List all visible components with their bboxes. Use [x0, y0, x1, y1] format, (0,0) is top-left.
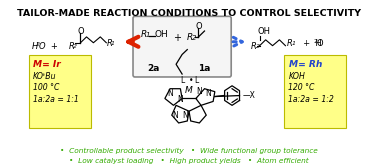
Text: 2: 2 [36, 42, 40, 47]
Text: 2: 2 [313, 39, 317, 44]
Text: 2: 2 [73, 44, 77, 49]
Text: 1a:2a = 1:2: 1a:2a = 1:2 [288, 95, 334, 104]
Text: 2a: 2a [147, 64, 160, 73]
Text: O: O [316, 39, 323, 48]
Text: TAILOR-MADE REACTION CONDITIONS TO CONTROL SELECTIVITY: TAILOR-MADE REACTION CONDITIONS TO CONTR… [17, 8, 361, 18]
Text: •: • [189, 76, 193, 85]
Text: KOᵗBu: KOᵗBu [33, 72, 56, 81]
Text: 1: 1 [111, 41, 115, 46]
Text: O: O [77, 27, 84, 36]
Text: N: N [172, 111, 178, 120]
Text: 2: 2 [256, 44, 260, 49]
Text: N: N [167, 89, 173, 98]
Text: = Ir: = Ir [39, 60, 61, 69]
Text: R: R [251, 42, 257, 51]
Text: R: R [106, 39, 112, 48]
Text: 100 °C: 100 °C [33, 83, 59, 92]
Text: OH: OH [155, 30, 168, 39]
Text: O: O [195, 22, 202, 31]
Text: 1: 1 [146, 32, 150, 38]
Text: 1a: 1a [198, 64, 211, 73]
Text: N: N [197, 87, 202, 96]
Text: M: M [288, 60, 297, 69]
FancyBboxPatch shape [29, 55, 91, 128]
Text: 1a:2a = 1:1: 1a:2a = 1:1 [33, 95, 79, 104]
Text: R: R [286, 39, 292, 48]
FancyBboxPatch shape [133, 16, 231, 77]
Text: •  Controllable product selectivity   •  Wide functional group tolerance: • Controllable product selectivity • Wid… [60, 147, 318, 154]
Text: •  Low catalyst loading   •  High product yields   •  Atom efficient: • Low catalyst loading • High product yi… [69, 158, 309, 164]
Text: O  +: O + [39, 42, 57, 51]
Text: —X: —X [242, 91, 255, 100]
Text: R: R [68, 42, 74, 51]
Text: 1: 1 [291, 41, 296, 46]
Text: M: M [33, 60, 42, 69]
Text: +  H: + H [297, 39, 321, 48]
Text: R: R [186, 33, 193, 42]
Text: OH: OH [257, 27, 270, 36]
Text: M: M [185, 86, 193, 95]
Text: N: N [178, 95, 183, 104]
Text: 2: 2 [192, 35, 196, 41]
Text: R: R [141, 30, 147, 39]
FancyBboxPatch shape [284, 55, 346, 128]
Text: H: H [31, 42, 38, 51]
Text: L: L [180, 76, 184, 85]
Text: 120 °C: 120 °C [288, 83, 315, 92]
Text: = Rh: = Rh [294, 60, 322, 69]
Text: L: L [194, 76, 198, 85]
Text: N: N [205, 89, 211, 98]
Text: +: + [173, 33, 181, 43]
Text: N: N [183, 111, 188, 120]
Text: KOH: KOH [288, 72, 305, 81]
